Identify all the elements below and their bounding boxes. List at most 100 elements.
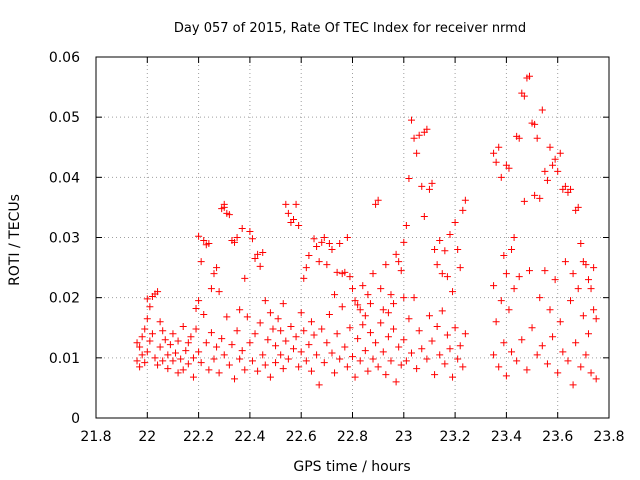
data-point [310, 331, 318, 339]
data-point [449, 373, 457, 381]
data-point [425, 312, 433, 320]
data-point [410, 294, 418, 302]
data-point [238, 224, 246, 232]
data-point [549, 161, 557, 169]
data-point [143, 348, 151, 356]
data-point [428, 179, 436, 187]
x-tick-label: 22.8 [337, 429, 368, 445]
data-point [331, 291, 339, 299]
data-point [428, 337, 436, 345]
data-point [338, 303, 346, 311]
data-point [372, 339, 380, 347]
data-point [215, 369, 223, 377]
data-point [541, 167, 549, 175]
data-point [574, 285, 582, 293]
data-point [349, 353, 356, 361]
data-point [369, 270, 377, 278]
data-point [425, 185, 433, 193]
data-point [148, 330, 156, 338]
data-point [290, 345, 298, 353]
data-point [423, 125, 431, 133]
data-point [184, 339, 192, 347]
data-point [536, 194, 544, 202]
data-point [141, 359, 149, 367]
data-point [277, 351, 285, 359]
data-point [382, 261, 390, 269]
data-point [525, 267, 533, 275]
data-point [513, 357, 521, 365]
data-point [531, 120, 539, 128]
y-tick-label: 0 [71, 411, 80, 427]
data-point [525, 72, 533, 80]
data-point [318, 238, 326, 246]
data-point [336, 240, 344, 248]
data-point [436, 351, 444, 359]
data-point [272, 342, 280, 350]
data-point [531, 191, 539, 199]
data-point [282, 200, 290, 208]
data-point [359, 321, 367, 329]
data-point [364, 367, 372, 375]
data-point [141, 325, 149, 333]
data-point [200, 311, 208, 319]
data-point [546, 306, 554, 314]
data-point [184, 360, 192, 368]
y-tick-label: 0.02 [49, 291, 80, 307]
data-point [243, 313, 251, 321]
data-point [587, 285, 595, 293]
data-point [523, 366, 531, 374]
data-point [138, 351, 146, 359]
data-point [364, 291, 372, 299]
data-point [238, 347, 246, 355]
data-point [218, 335, 226, 343]
data-point [454, 355, 462, 363]
data-point [495, 143, 503, 151]
data-point [410, 134, 418, 142]
data-point [223, 313, 231, 321]
data-point [307, 318, 315, 326]
data-point [418, 345, 426, 353]
data-point [290, 215, 298, 223]
data-points [133, 72, 600, 389]
data-point [251, 330, 259, 338]
data-point [325, 240, 333, 248]
data-point [241, 366, 249, 374]
data-point [166, 341, 174, 349]
data-point [300, 274, 308, 282]
data-point [361, 347, 369, 355]
data-point [156, 318, 164, 326]
data-point [307, 367, 315, 375]
data-point [341, 343, 349, 351]
data-point [407, 116, 415, 124]
data-point [225, 361, 233, 369]
data-point [546, 143, 554, 151]
data-point [413, 365, 421, 373]
data-point [584, 276, 592, 284]
data-point [572, 339, 580, 347]
data-point [277, 327, 285, 335]
data-point [302, 357, 310, 365]
data-point [379, 348, 387, 356]
data-point [287, 323, 295, 331]
data-point [579, 312, 587, 320]
data-point [538, 106, 546, 114]
data-point [369, 355, 377, 363]
data-point [400, 238, 408, 246]
data-point [490, 149, 498, 157]
data-point [315, 381, 323, 389]
data-point [320, 234, 328, 241]
data-point [325, 311, 333, 319]
data-point [518, 336, 526, 344]
data-point [305, 252, 313, 260]
data-point [333, 268, 341, 276]
data-point [323, 339, 331, 347]
data-point [584, 330, 592, 338]
data-point [169, 330, 177, 338]
chart-title: Day 057 of 2015, Rate Of TEC Index for r… [174, 21, 526, 36]
data-point [192, 304, 200, 312]
data-point [241, 274, 249, 282]
data-point [197, 258, 205, 266]
data-point [292, 333, 300, 341]
data-point [587, 369, 595, 377]
data-point [397, 267, 405, 275]
